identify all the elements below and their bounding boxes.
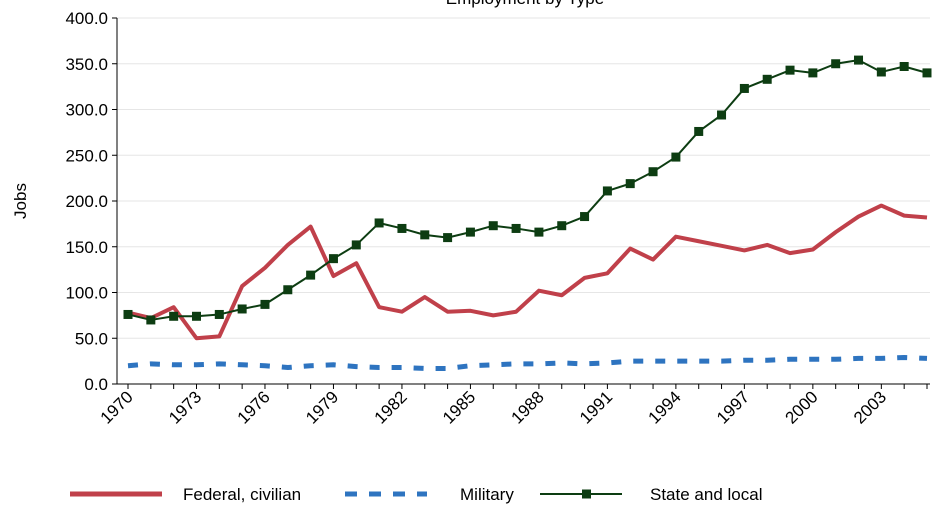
point [420, 230, 430, 240]
point [648, 167, 658, 177]
x-tick-label: 2003 [850, 387, 890, 427]
point [602, 186, 612, 196]
y-tick-label: 250.0 [65, 146, 108, 165]
x-tick-label: 1991 [576, 387, 616, 427]
point [123, 309, 133, 319]
point [876, 67, 886, 77]
legend-label: State and local [650, 485, 762, 504]
legend-marker [582, 489, 591, 499]
legend-label: Military [460, 485, 514, 504]
point [214, 309, 224, 319]
point [465, 227, 475, 237]
y-tick-label: 100.0 [65, 284, 108, 303]
point [443, 233, 453, 243]
x-tick-label: 1985 [439, 387, 479, 427]
point [854, 55, 864, 65]
point [739, 83, 749, 93]
point [694, 126, 704, 136]
y-tick-label: 50.0 [75, 329, 108, 348]
point [717, 110, 727, 120]
y-tick-label: 400.0 [65, 9, 108, 28]
point [557, 221, 567, 231]
series-line [127, 203, 928, 341]
point [146, 315, 156, 325]
x-tick-label: 1988 [508, 387, 548, 427]
point [671, 152, 681, 162]
legend-label: Federal, civilian [183, 485, 301, 504]
point [808, 68, 818, 78]
point [785, 65, 795, 75]
series-line [127, 354, 928, 371]
x-tick-label: 1997 [713, 387, 753, 427]
point [374, 218, 384, 228]
point [762, 74, 772, 84]
point [328, 254, 338, 264]
point [922, 68, 932, 78]
x-tick-label: 1994 [645, 387, 685, 427]
y-axis-label: Jobs [11, 183, 30, 219]
y-tick-label: 350.0 [65, 55, 108, 74]
y-tick-label: 150.0 [65, 238, 108, 257]
point [831, 59, 841, 69]
point [169, 311, 179, 321]
point [191, 311, 201, 321]
point [580, 212, 590, 222]
x-tick-label: 1982 [371, 387, 411, 427]
point [625, 179, 635, 189]
point [899, 61, 909, 71]
x-tick-label: 1979 [302, 387, 342, 427]
point [283, 285, 293, 295]
point [306, 270, 316, 280]
point [351, 240, 361, 250]
point [260, 299, 270, 309]
y-tick-label: 300.0 [65, 101, 108, 120]
point [488, 221, 498, 231]
x-tick-label: 2000 [782, 387, 822, 427]
y-tick-label: 0.0 [84, 375, 108, 394]
point [237, 304, 247, 314]
point [511, 223, 521, 233]
y-tick-label: 200.0 [65, 192, 108, 211]
x-tick-label: 1976 [234, 387, 274, 427]
point [397, 223, 407, 233]
point [534, 227, 544, 237]
chart-title: Employment by Type [446, 0, 604, 8]
x-tick-label: 1973 [165, 387, 205, 427]
